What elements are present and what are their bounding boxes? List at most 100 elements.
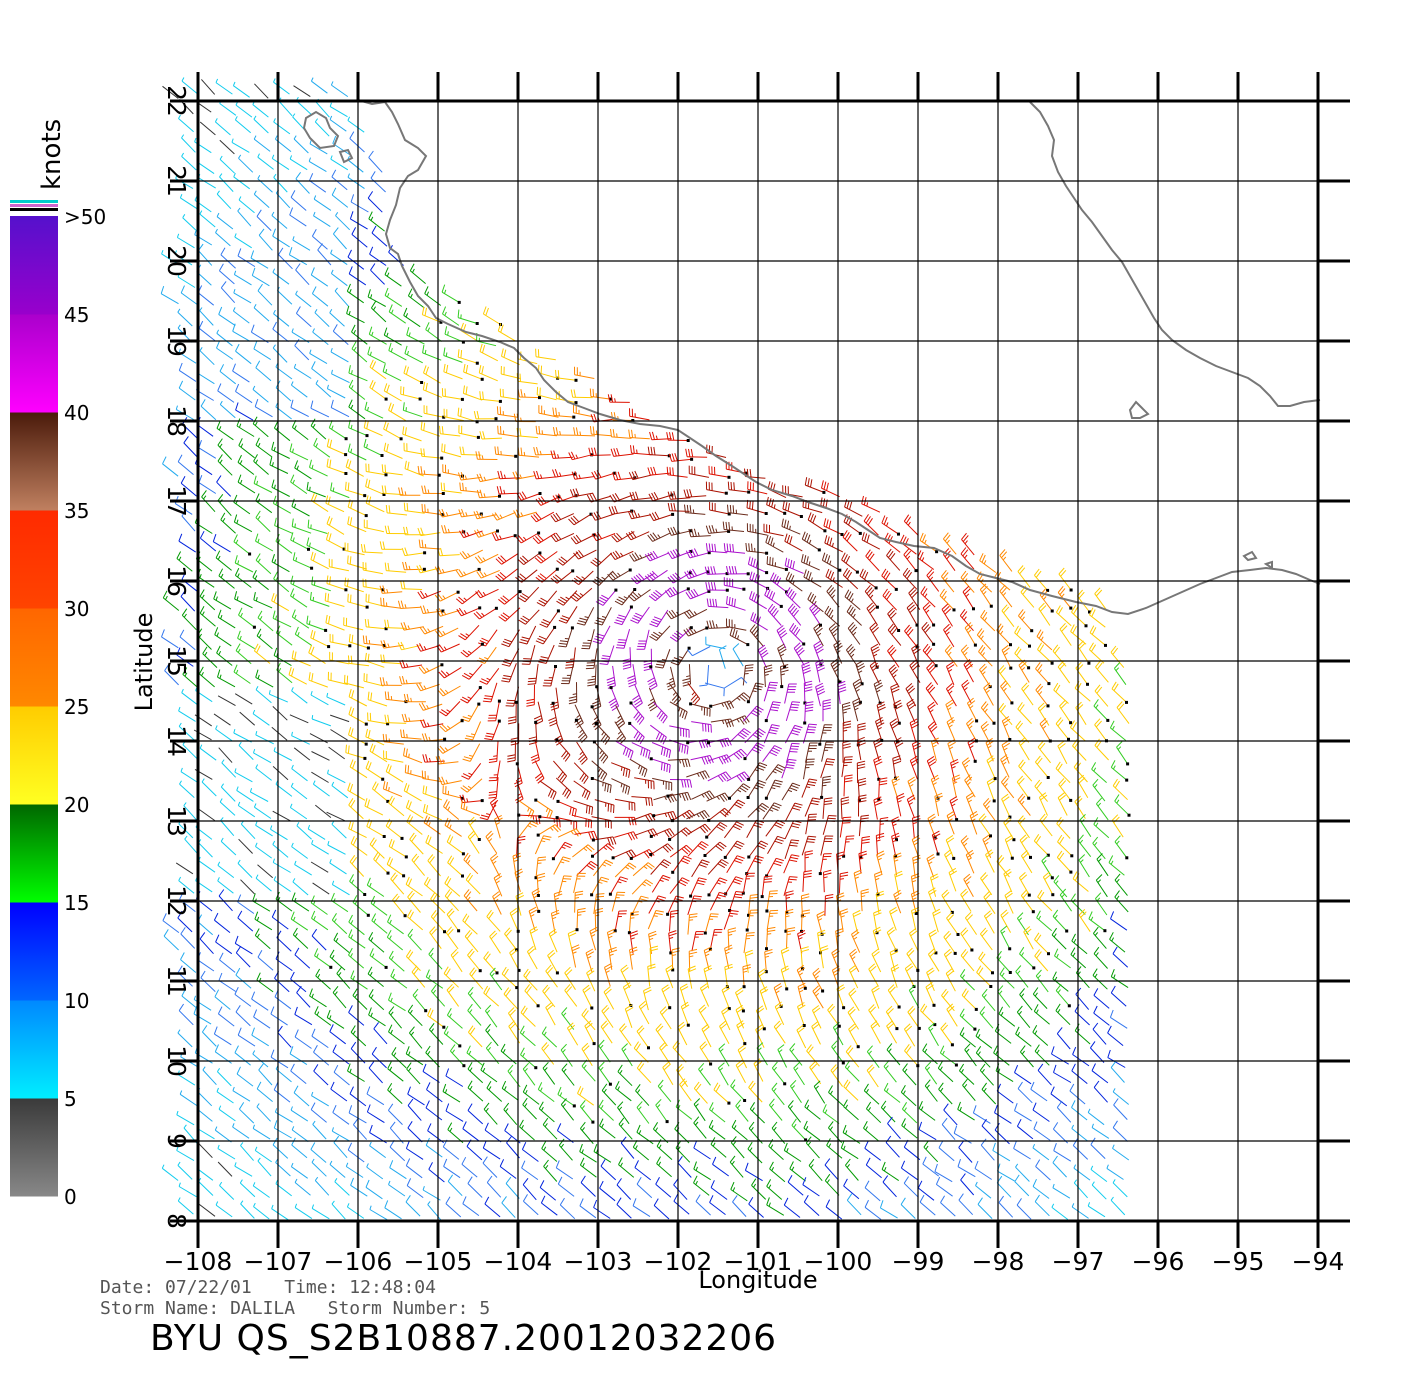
wind-barb	[310, 861, 329, 873]
wind-barb	[255, 842, 272, 859]
wind-barb	[902, 1063, 917, 1086]
wind-barb	[906, 602, 919, 627]
wind-barb	[928, 1022, 939, 1046]
wind-barb	[330, 249, 348, 266]
wind-barb	[255, 360, 272, 382]
legend-tick-label: 25	[64, 695, 89, 719]
wind-barb	[750, 612, 768, 631]
wind-barb	[272, 610, 292, 628]
wind-barb	[934, 1163, 953, 1183]
wind-barb	[723, 577, 746, 591]
wind-barb	[400, 729, 422, 740]
wind-barb	[804, 477, 826, 494]
wind-barb	[729, 627, 750, 647]
wind-barb	[573, 800, 594, 815]
wind-barb	[769, 1161, 786, 1183]
wind-barb	[388, 1180, 406, 1197]
wind-barb	[388, 304, 406, 324]
wind-barb	[216, 420, 234, 441]
wind-barb	[782, 501, 803, 518]
wind-barb	[369, 743, 388, 763]
wind-barb	[997, 985, 1011, 1008]
wind-barb	[689, 877, 707, 898]
wind-barb	[1108, 855, 1125, 876]
wind-barb	[558, 1138, 573, 1161]
wind-barb	[367, 966, 384, 987]
wind-barb	[579, 1143, 597, 1163]
wind-barb	[698, 1062, 711, 1086]
wind-barb	[330, 155, 349, 171]
latitude-tick-label: 8	[162, 1213, 191, 1229]
wind-barb	[314, 118, 330, 137]
wind-barb	[1109, 720, 1127, 741]
storm-number-label: Storm Number:	[327, 1298, 469, 1319]
wind-barb	[296, 822, 312, 840]
isla-cozumel-like-islet	[1128, 400, 1150, 419]
wind-barb	[345, 1162, 364, 1178]
wind-barb	[291, 842, 308, 859]
wind-barb	[837, 680, 847, 704]
wind-barb	[390, 872, 405, 895]
wind-barb	[1110, 1196, 1126, 1216]
wind-barb	[979, 553, 997, 573]
wind-barb	[730, 1079, 747, 1102]
wind-barb	[1093, 988, 1110, 1009]
longitude-tick-label: −95	[1212, 1247, 1265, 1276]
wind-barb	[430, 909, 446, 934]
wind-barb	[198, 440, 217, 459]
wind-barb	[273, 78, 290, 95]
wind-barb	[699, 664, 710, 687]
wind-barb	[1107, 1049, 1126, 1068]
wind-barb	[669, 909, 679, 932]
wind-barb	[958, 1193, 974, 1216]
wind-barb	[253, 591, 273, 609]
wind-barb	[631, 573, 655, 585]
wind-barb	[273, 173, 288, 193]
wind-barb	[1074, 795, 1086, 819]
wind-barb	[517, 447, 540, 458]
wind-barb	[999, 549, 1013, 572]
wind-barb	[824, 1158, 839, 1181]
wind-barb	[291, 650, 311, 667]
wind-barb	[958, 1063, 975, 1085]
wind-barb	[764, 587, 783, 608]
wind-barb	[198, 320, 216, 341]
wind-barb	[272, 840, 289, 858]
wind-barb	[402, 402, 423, 418]
wind-barb	[292, 552, 314, 570]
longitude-tick-label: −105	[404, 1247, 473, 1276]
wind-barb	[975, 1046, 991, 1068]
wind-barb	[368, 150, 383, 173]
wind-barb	[581, 629, 595, 650]
wind-barb	[220, 817, 235, 837]
wind-barb	[1110, 1060, 1125, 1083]
wind-barb	[382, 363, 402, 382]
wind-barb	[599, 1180, 616, 1202]
wind-barb	[1020, 850, 1033, 874]
wind-barb	[1096, 853, 1109, 877]
wind-barb	[446, 1008, 463, 1029]
wind-barb	[486, 1175, 502, 1198]
wind-barb	[257, 153, 274, 170]
wind-barb	[629, 408, 650, 421]
wind-barb	[198, 666, 215, 688]
wind-barb	[1092, 968, 1108, 990]
wind-barb	[881, 1161, 899, 1182]
wind-barb	[830, 1064, 844, 1087]
wind-barb	[900, 1197, 916, 1219]
wind-barb	[616, 1178, 632, 1200]
wind-barb	[513, 509, 537, 519]
wind-barb	[535, 625, 557, 645]
wind-barb	[311, 361, 328, 382]
wind-barb	[691, 931, 704, 952]
wind-barb	[479, 343, 499, 362]
wind-barb	[538, 405, 559, 418]
wind-barb	[252, 100, 269, 118]
wind-barb	[655, 1098, 669, 1124]
wind-barb	[932, 908, 941, 933]
wind-barb	[219, 952, 236, 973]
wind-barb	[831, 965, 841, 990]
wind-barb	[309, 459, 328, 477]
wind-barb	[595, 588, 618, 606]
wind-barb	[258, 1063, 273, 1086]
